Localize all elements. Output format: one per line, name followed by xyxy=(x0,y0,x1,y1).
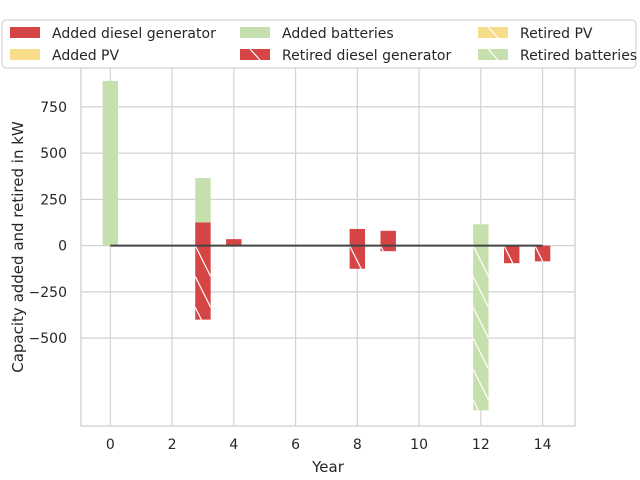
bar-retired-diesel-generator xyxy=(380,245,396,252)
legend: Added diesel generator Added PV Added batt… xyxy=(1,19,637,69)
legend-swatch xyxy=(10,27,40,38)
hatch-stroke xyxy=(472,307,490,339)
bar-added-diesel-generator xyxy=(226,239,242,246)
x-tick-label: 2 xyxy=(168,437,177,453)
legend-swatch xyxy=(240,27,270,38)
bar-added-batteries xyxy=(473,224,489,246)
x-tick-labels: 0 2 4 6 8 10 12 14 xyxy=(106,437,552,453)
y-axis-label: Capacity added and retired in kW xyxy=(9,121,27,373)
y-tick-label: 500 xyxy=(40,146,67,162)
legend-label: Retired diesel generator xyxy=(282,48,452,64)
hatch-stroke xyxy=(534,245,544,262)
bar-added-batteries xyxy=(102,80,119,246)
x-tick-label: 4 xyxy=(229,437,238,453)
bar-retired-diesel-generator xyxy=(195,245,211,320)
bar-retired-batteries xyxy=(473,245,489,411)
legend-label: Retired batteries xyxy=(520,48,637,64)
bar-added-diesel-generator xyxy=(349,228,366,246)
legend-label: Retired PV xyxy=(520,26,593,42)
plot-area-background xyxy=(81,68,575,426)
y-tick-label: −250 xyxy=(29,285,67,301)
x-tick-label: 12 xyxy=(472,437,490,453)
legend-hatch xyxy=(249,48,261,61)
bar-retired-diesel-generator xyxy=(349,245,366,269)
legend-label: Added diesel generator xyxy=(52,26,216,42)
y-tick-label: 250 xyxy=(40,192,67,208)
y-tick-label: 750 xyxy=(40,100,67,116)
hatch-stroke xyxy=(194,245,212,277)
hatch-stroke xyxy=(503,245,514,264)
y-tick-label: −500 xyxy=(29,331,67,347)
hatch-stroke xyxy=(472,245,490,277)
bar-added-diesel-generator xyxy=(195,222,211,246)
x-tick-label: 14 xyxy=(534,437,552,453)
y-tick-label: 0 xyxy=(58,239,67,255)
hatch-stroke xyxy=(472,399,479,411)
hatch-stroke xyxy=(472,368,490,401)
x-tick-label: 10 xyxy=(410,437,428,453)
x-axis-label: Year xyxy=(311,458,345,476)
legend-hatch xyxy=(487,48,499,61)
bar-retired-diesel-generator xyxy=(503,245,520,264)
hatch-stroke xyxy=(194,276,212,308)
bar-added-diesel-generator xyxy=(380,230,396,246)
y-tick-labels: −500 −250 0 250 500 750 xyxy=(29,100,67,347)
hatch-stroke xyxy=(472,337,490,370)
bars xyxy=(102,80,551,411)
hatch-stroke xyxy=(194,307,202,320)
bar-retired-diesel-generator xyxy=(534,245,551,262)
hatch-stroke xyxy=(349,245,362,270)
legend-hatch xyxy=(487,26,499,39)
x-tick-label: 0 xyxy=(106,437,115,453)
legend-label: Added batteries xyxy=(282,26,394,42)
x-tick-label: 8 xyxy=(353,437,362,453)
x-tick-label: 6 xyxy=(291,437,300,453)
legend-frame xyxy=(1,19,637,69)
legend-swatch xyxy=(10,49,40,60)
bar-added-batteries xyxy=(195,178,211,223)
bar-hatching xyxy=(194,245,544,411)
hatch-stroke xyxy=(472,276,490,308)
legend-label: Added PV xyxy=(52,48,119,64)
